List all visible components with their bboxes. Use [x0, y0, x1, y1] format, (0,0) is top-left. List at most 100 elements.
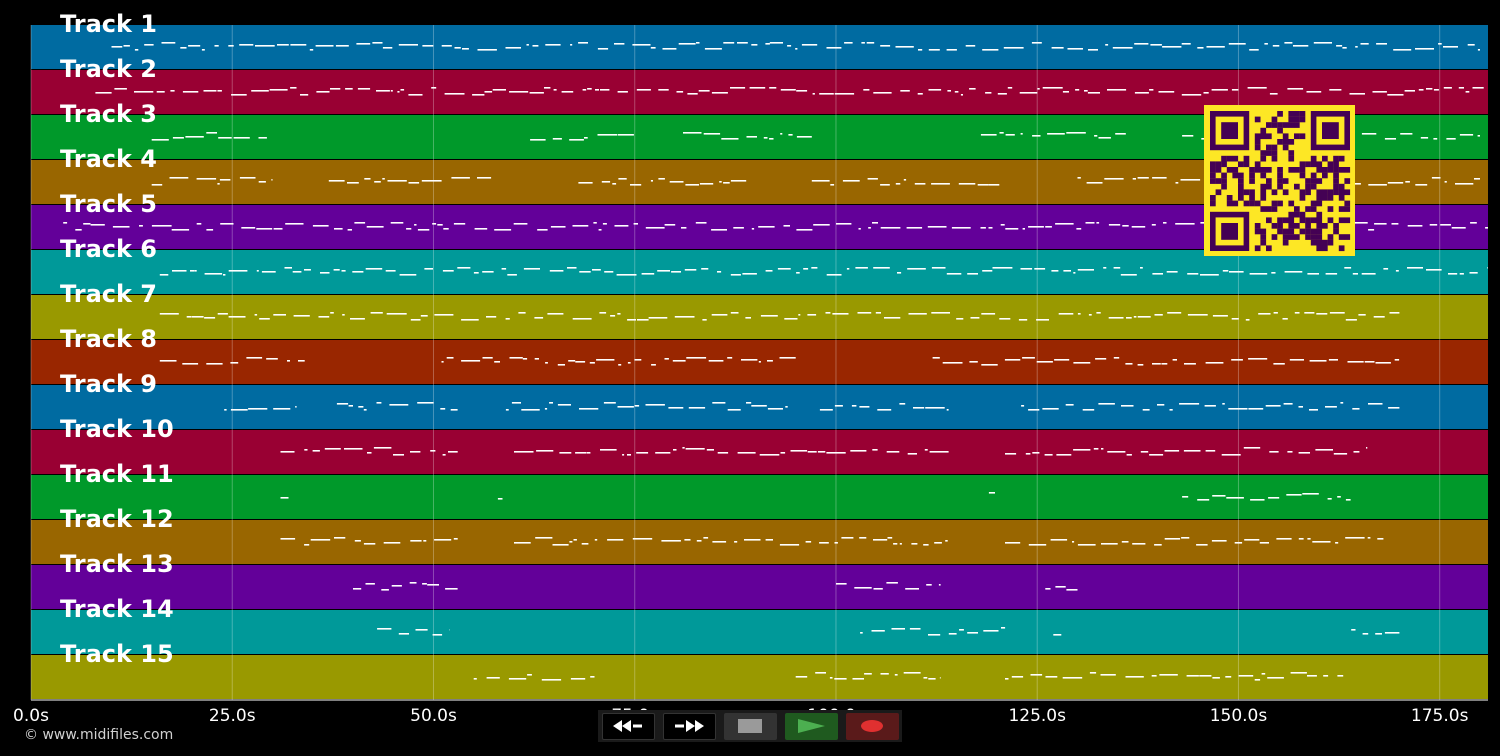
midi-note: [182, 363, 199, 365]
qr-module: [1249, 200, 1255, 207]
qr-module: [1338, 217, 1345, 224]
midi-note: [1487, 267, 1488, 269]
midi-note: [397, 91, 400, 93]
midi-note: [228, 270, 248, 272]
midi-note: [834, 678, 847, 680]
midi-note: [1443, 87, 1452, 89]
midi-note: [1167, 312, 1182, 314]
qr-module: [1232, 167, 1239, 173]
qr-module: [1210, 200, 1216, 207]
midi-note: [414, 224, 417, 226]
midi-note: [798, 314, 801, 316]
midi-note: [988, 227, 993, 229]
midi-note: [581, 543, 589, 545]
track-lane: [31, 565, 1488, 609]
midi-note: [509, 357, 523, 359]
midi-note: [390, 222, 404, 224]
midi-note: [522, 358, 528, 360]
midi-note: [1352, 408, 1360, 410]
midi-note: [785, 406, 788, 408]
midi-note: [832, 313, 849, 315]
midi-note: [727, 409, 741, 411]
midi-note: [819, 93, 834, 95]
midi-note: [534, 317, 544, 319]
qr-module: [1338, 189, 1345, 196]
rewind-button[interactable]: [601, 712, 655, 740]
qr-module: [1221, 172, 1227, 179]
midi-note: [304, 269, 311, 271]
rewind-icon: [613, 720, 642, 732]
midi-note: [363, 543, 376, 545]
midi-note: [251, 90, 269, 92]
midi-note: [664, 224, 676, 226]
qr-module: [1322, 195, 1328, 201]
play-button[interactable]: [784, 712, 838, 740]
track-lane: [31, 610, 1488, 654]
midi-note: [201, 49, 205, 51]
midi-note: [1265, 405, 1281, 407]
qr-module: [1226, 200, 1233, 207]
midi-note: [981, 313, 996, 315]
qr-module: [1294, 211, 1300, 218]
midi-note: [393, 454, 404, 456]
midi-note: [967, 273, 978, 275]
midi-note: [1073, 272, 1076, 274]
midi-note: [373, 447, 392, 449]
record-button[interactable]: [845, 712, 899, 740]
midi-note: [604, 271, 614, 273]
midi-note: [1180, 179, 1201, 181]
midi-note: [224, 409, 227, 411]
midi-note: [354, 222, 366, 224]
midi-note: [344, 448, 363, 450]
qr-module: [1277, 111, 1283, 117]
midi-note: [256, 270, 259, 272]
midi-note: [1433, 138, 1438, 140]
midi-note: [1234, 542, 1243, 544]
midi-note: [928, 678, 936, 680]
qr-module: [1333, 155, 1339, 162]
midi-note: [472, 94, 485, 96]
midi-note: [545, 362, 548, 364]
midi-note: [347, 229, 352, 231]
midi-note: [486, 316, 497, 318]
midi-note: [600, 89, 610, 91]
midi-note: [1226, 497, 1244, 499]
midi-note: [954, 91, 959, 93]
qr-module: [1260, 206, 1267, 212]
qr-module: [1221, 178, 1227, 184]
midi-note: [737, 452, 756, 454]
midi-note: [1477, 49, 1480, 51]
midi-note: [1164, 538, 1181, 540]
midi-note: [1133, 316, 1137, 318]
midi-note: [701, 268, 709, 270]
midi-note: [730, 180, 747, 182]
qr-module: [1316, 245, 1323, 252]
midi-note: [872, 449, 878, 451]
midi-note: [751, 44, 758, 46]
midi-note: [1316, 313, 1328, 315]
midi-note: [530, 139, 546, 141]
qr-module: [1288, 155, 1295, 162]
midi-note: [417, 402, 434, 404]
qr-module: [1254, 116, 1261, 123]
midi-note: [1154, 314, 1163, 316]
midi-note: [982, 270, 993, 272]
midi-note: [811, 267, 818, 269]
track-lane: [31, 475, 1488, 519]
qr-code: [1204, 105, 1355, 256]
midi-note: [711, 229, 727, 231]
fast-forward-button[interactable]: [662, 712, 716, 740]
midi-note: [204, 273, 223, 275]
midi-note: [795, 48, 798, 50]
qr-module: [1254, 161, 1261, 168]
stop-button[interactable]: [723, 712, 777, 740]
midi-note: [545, 44, 561, 46]
midi-note: [219, 179, 231, 181]
midi-note: [1108, 224, 1121, 226]
midi-note: [1005, 134, 1015, 136]
midi-note: [595, 89, 599, 91]
midi-note: [1020, 133, 1023, 135]
qr-module: [1310, 228, 1317, 235]
qr-module: [1316, 228, 1323, 235]
qr-module: [1282, 178, 1289, 184]
